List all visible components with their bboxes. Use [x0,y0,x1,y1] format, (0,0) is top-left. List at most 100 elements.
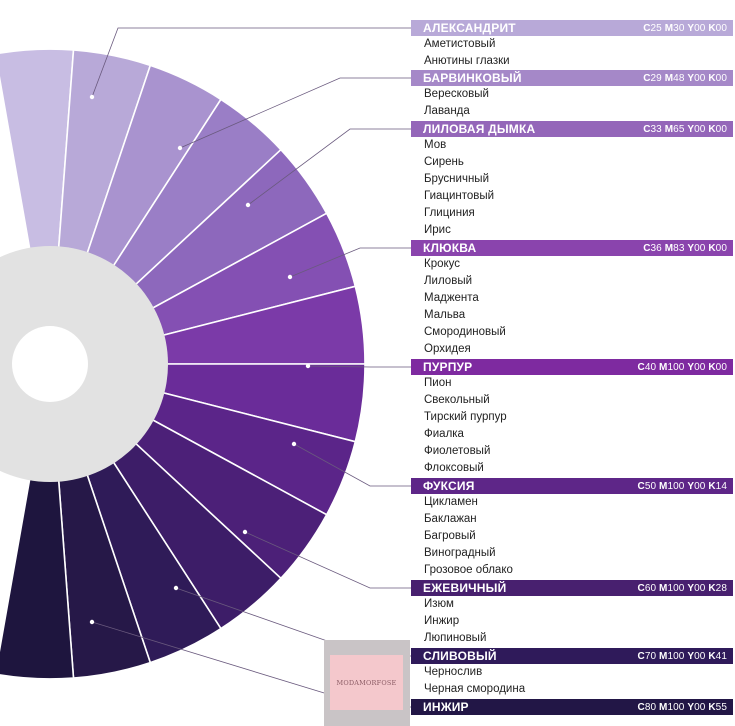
cmyk-channel-letter: Y [687,701,695,713]
cmyk-value: 00 [694,650,709,662]
color-name-item: Аметистовый [424,38,496,50]
cmyk-value: 83 [673,242,688,254]
cmyk-channel-letter: M [659,582,668,594]
cmyk-value: 00 [715,22,727,34]
cmyk-code: C70 M100 Y00 K41 [638,651,727,662]
cmyk-channel-letter: Y [687,480,695,492]
color-name-item: Изюм [424,598,454,610]
cmyk-code: C60 M100 Y00 K28 [638,583,727,594]
cmyk-channel-letter: Y [687,650,695,662]
palette-name: ЛИЛОВАЯ ДЫМКА [423,122,536,136]
palette-header: АЛЕКСАНДРИТ C25 M30 Y00 K00 [411,20,733,36]
cmyk-channel-letter: K [708,701,716,713]
cmyk-value: 00 [694,72,709,84]
cmyk-value: 36 [650,242,665,254]
cmyk-channel-letter: Y [687,242,695,254]
cmyk-value: 00 [694,22,709,34]
connector-dot [89,619,95,625]
cmyk-value: 25 [650,22,665,34]
palette-name: ИНЖИР [423,700,469,714]
palette-header: ФУКСИЯ C50 M100 Y00 K14 [411,478,733,494]
cmyk-channel-letter: M [659,650,668,662]
cmyk-channel-letter: C [637,582,645,594]
connector-dot [173,585,179,591]
cmyk-channel-letter: M [659,361,668,373]
watermark-logo: MODAMORFOSE [324,640,410,726]
color-name-item: Пион [424,377,452,389]
palette-name: КЛЮКВА [423,241,477,255]
color-name-item: Сирень [424,156,464,168]
cmyk-channel-letter: C [637,701,645,713]
cmyk-channel-letter: C [643,22,651,34]
connector-line [293,443,411,487]
cmyk-value: 100 [667,582,688,594]
watermark-plate: MODAMORFOSE [330,655,403,710]
color-name-item: Лаванда [424,105,470,117]
color-name-item: Цикламен [424,496,478,508]
connector-dot [291,441,297,447]
cmyk-value: 00 [694,480,709,492]
cmyk-channel-letter: M [664,72,674,84]
cmyk-value: 100 [667,701,688,713]
palette-name: ПУРПУР [423,360,473,374]
cmyk-value: 00 [694,123,709,135]
cmyk-code: C40 M100 Y00 K00 [638,362,727,373]
color-name-item: Черная смородина [424,683,526,695]
connector-line [307,365,411,368]
cmyk-channel-letter: C [643,242,651,254]
cmyk-value: 100 [667,361,688,373]
color-name-item: Свекольный [424,394,490,406]
connector-line [247,128,411,206]
connector-dot [305,363,311,369]
connector-line [91,27,411,98]
color-name-item: Анютины глазки [424,55,510,67]
color-name-item: Крокус [424,258,461,270]
cmyk-channel-letter: C [637,650,645,662]
cmyk-value: 48 [673,72,688,84]
cmyk-channel-letter: C [643,123,651,135]
cmyk-value: 00 [694,701,709,713]
cmyk-channel-letter: K [708,582,716,594]
color-name-item: Лиловый [424,275,473,287]
cmyk-value: 65 [673,123,688,135]
cmyk-value: 14 [715,480,727,492]
palette-header: СЛИВОВЫЙ C70 M100 Y00 K41 [411,648,733,664]
cmyk-channel-letter: K [708,242,716,254]
connector-dot [287,274,293,280]
color-name-item: Мальва [424,309,466,321]
color-name-item: Чернослив [424,666,483,678]
cmyk-channel-letter: C [637,361,645,373]
cmyk-channel-letter: M [659,701,668,713]
cmyk-channel-letter: M [664,242,674,254]
color-name-item: Орхидея [424,343,471,355]
cmyk-value: 00 [694,242,709,254]
cmyk-value: 28 [715,582,727,594]
color-name-item: Брусничный [424,173,489,185]
cmyk-value: 70 [644,650,660,662]
palette-header: ИНЖИР C80 M100 Y00 K55 [411,699,733,715]
cmyk-channel-letter: M [664,22,674,34]
palette-header: ЕЖЕВИЧНЫЙ C60 M100 Y00 K28 [411,580,733,596]
cmyk-value: 00 [715,361,727,373]
cmyk-channel-letter: M [659,480,668,492]
connector-dot [245,202,251,208]
cmyk-value: 100 [667,650,688,662]
cmyk-channel-letter: K [708,123,716,135]
watermark-text: MODAMORFOSE [336,678,397,687]
cmyk-channel-letter: M [664,123,674,135]
palette-header: ЛИЛОВАЯ ДЫМКА C33 M65 Y00 K00 [411,121,733,137]
cmyk-channel-letter: C [643,72,651,84]
cmyk-channel-letter: K [708,361,716,373]
cmyk-channel-letter: K [708,650,716,662]
color-name-item: Баклажан [424,513,477,525]
cmyk-channel-letter: K [708,22,716,34]
palette-name: ФУКСИЯ [423,479,475,493]
palette-name: АЛЕКСАНДРИТ [423,21,516,35]
color-name-item: Виноградный [424,547,496,559]
cmyk-value: 55 [715,701,727,713]
color-name-item: Люпиновый [424,632,487,644]
cmyk-channel-letter: Y [687,361,695,373]
color-name-item: Ирис [424,224,451,236]
